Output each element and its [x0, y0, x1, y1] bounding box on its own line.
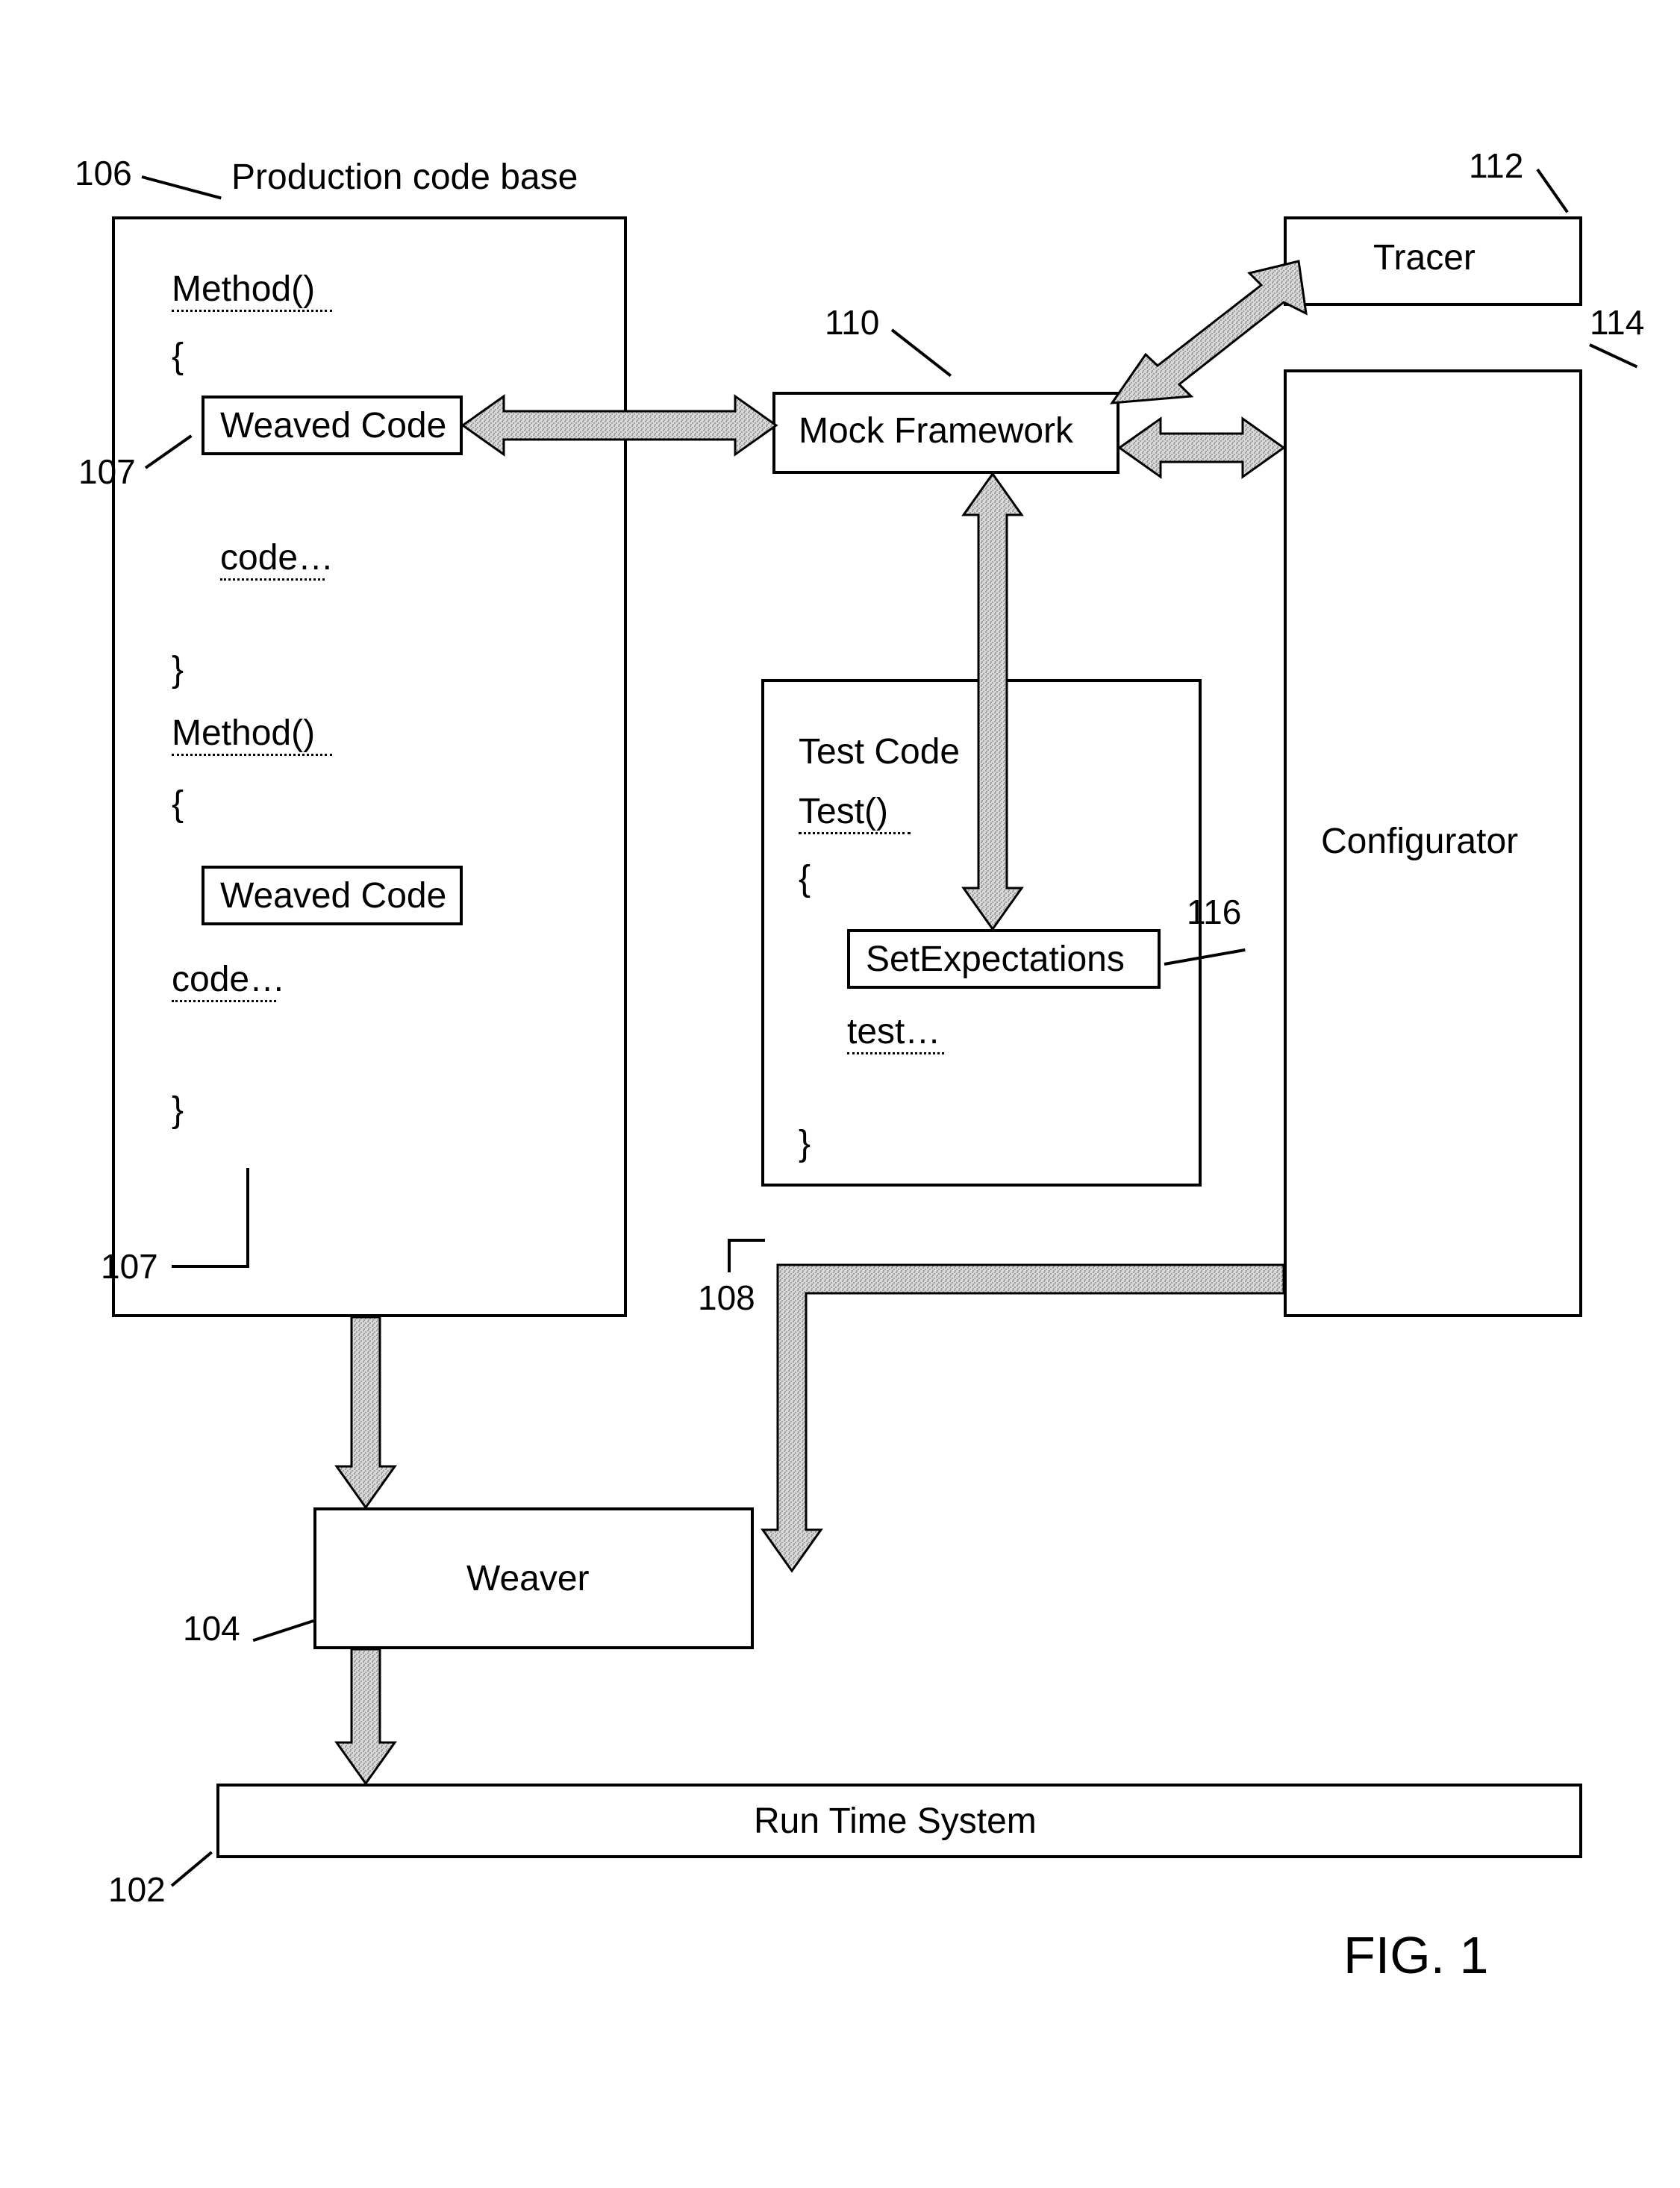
arrows-layer [0, 0, 1680, 2188]
